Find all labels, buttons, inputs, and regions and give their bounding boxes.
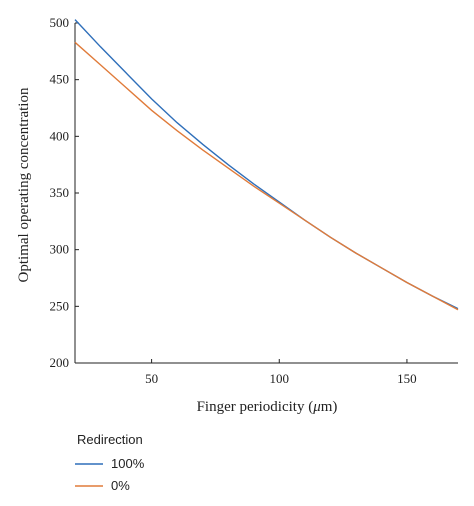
x-tick-label: 150	[397, 371, 417, 386]
y-axis-ticks: 200 250 300 350 400 450 500	[50, 15, 79, 370]
legend-label-2: 0%	[111, 478, 130, 493]
y-tick-label: 200	[50, 355, 70, 370]
legend-items: 100% 0%	[75, 456, 145, 493]
legend-label-1: 100%	[111, 456, 145, 471]
series-line-1	[74, 19, 459, 310]
series-layer	[74, 19, 459, 311]
x-axis-ticks: 50 100 150	[145, 359, 417, 386]
x-tick-label: 50	[145, 371, 158, 386]
y-tick-label: 350	[50, 185, 70, 200]
x-axis-title: Finger periodicity (μm)	[197, 399, 338, 415]
x-tick-label: 100	[270, 371, 290, 386]
legend-title: Redirection	[77, 432, 143, 447]
legend: Redirection 100% 0%	[75, 432, 145, 493]
series-line-2	[74, 41, 459, 311]
y-axis-title: Optimal operating concentration	[16, 87, 32, 282]
y-tick-label: 400	[50, 128, 70, 143]
y-tick-label: 500	[50, 15, 70, 30]
y-tick-label: 250	[50, 298, 70, 313]
y-tick-label: 450	[50, 72, 70, 87]
y-tick-label: 300	[50, 242, 70, 257]
